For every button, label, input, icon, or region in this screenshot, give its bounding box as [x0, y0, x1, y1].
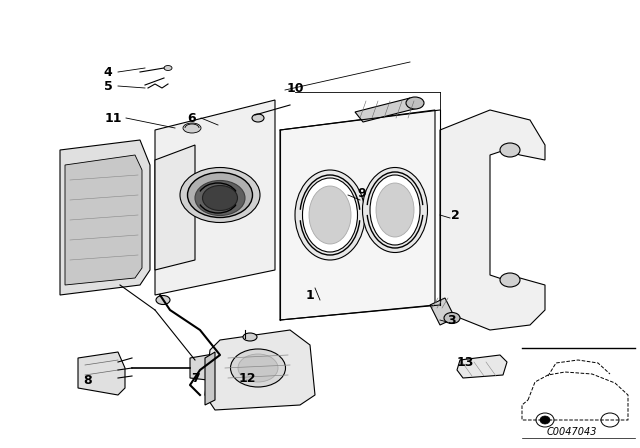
Ellipse shape — [164, 65, 172, 70]
Ellipse shape — [500, 143, 520, 157]
Polygon shape — [60, 140, 150, 295]
Text: 4: 4 — [104, 65, 113, 78]
Ellipse shape — [180, 168, 260, 223]
Text: 6: 6 — [188, 112, 196, 125]
Text: C0047043: C0047043 — [547, 427, 597, 437]
Ellipse shape — [536, 413, 554, 427]
Ellipse shape — [370, 175, 420, 245]
Text: 5: 5 — [104, 79, 113, 92]
Polygon shape — [280, 110, 435, 320]
Ellipse shape — [195, 181, 245, 215]
Ellipse shape — [188, 172, 253, 217]
Ellipse shape — [406, 97, 424, 109]
Text: 1: 1 — [306, 289, 314, 302]
Text: 3: 3 — [448, 314, 456, 327]
Ellipse shape — [500, 273, 520, 287]
Polygon shape — [430, 298, 455, 325]
Ellipse shape — [362, 168, 428, 253]
Text: 12: 12 — [238, 371, 256, 384]
Ellipse shape — [444, 313, 460, 323]
Polygon shape — [440, 110, 545, 330]
Text: 9: 9 — [358, 186, 366, 199]
Text: 7: 7 — [191, 371, 200, 384]
Text: 8: 8 — [84, 374, 92, 387]
Polygon shape — [457, 355, 507, 378]
Ellipse shape — [303, 178, 358, 252]
Ellipse shape — [183, 123, 201, 133]
Ellipse shape — [295, 170, 365, 260]
Text: 10: 10 — [286, 82, 304, 95]
Polygon shape — [355, 98, 418, 122]
Text: 2: 2 — [451, 208, 460, 221]
Polygon shape — [190, 352, 232, 382]
Ellipse shape — [202, 185, 237, 211]
Polygon shape — [205, 330, 315, 410]
Ellipse shape — [252, 114, 264, 122]
Polygon shape — [155, 145, 195, 270]
Polygon shape — [78, 352, 125, 395]
Ellipse shape — [309, 186, 351, 244]
Text: 11: 11 — [104, 112, 122, 125]
Polygon shape — [155, 100, 275, 295]
Ellipse shape — [601, 413, 619, 427]
Ellipse shape — [540, 416, 550, 424]
Polygon shape — [65, 155, 142, 285]
Ellipse shape — [238, 354, 278, 382]
Text: 13: 13 — [456, 356, 474, 369]
Ellipse shape — [243, 333, 257, 341]
Ellipse shape — [376, 183, 414, 237]
Ellipse shape — [230, 349, 285, 387]
Ellipse shape — [156, 296, 170, 305]
Polygon shape — [205, 352, 215, 405]
